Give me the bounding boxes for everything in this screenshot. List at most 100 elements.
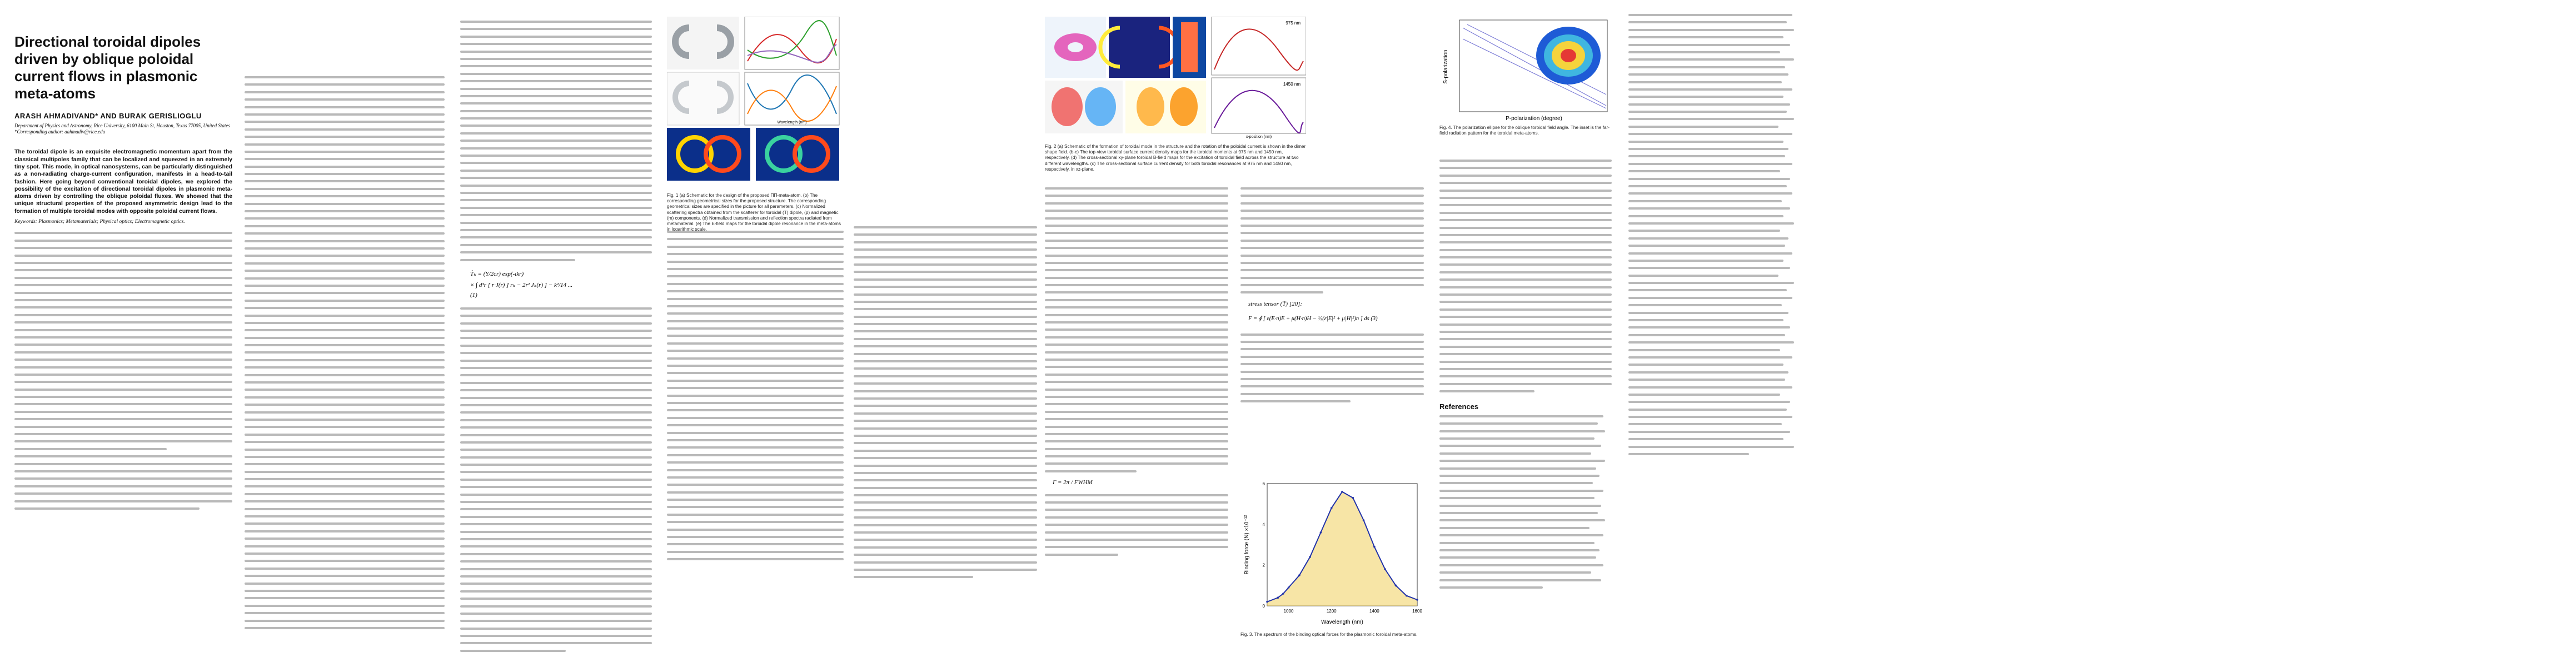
figure-1-panels: Wavelength (nm): [666, 16, 840, 181]
fig3-y-tick-label: 6: [1263, 481, 1265, 486]
affiliation: Department of Physics and Astronomy, Ric…: [14, 123, 230, 129]
fig1-xaxis-label: Wavelength (nm): [777, 121, 806, 125]
fig3-y-tick-label: 2: [1263, 563, 1265, 568]
body-text-col3-bottom: [460, 305, 652, 654]
figure-4: S-polarization P-polarization (degree) F…: [1439, 17, 1612, 145]
fig3-series-line: [1267, 491, 1418, 603]
column-4: [854, 222, 1037, 581]
figure-3-caption: Fig. 3. The spectrum of the binding opti…: [1240, 632, 1418, 637]
fig2-xaxis: x-position (nm): [1246, 135, 1272, 139]
equation-maxwell: F = ∮ [ ε(E·n)E + μ(H·n)H − ½(ε|E|² + μ|…: [1240, 312, 1424, 326]
fig3-area-fill: [1267, 491, 1417, 606]
fig3-data-point: [1309, 556, 1311, 558]
body-text-col3b: [667, 228, 844, 563]
fig2-panel-b: [1109, 17, 1170, 78]
fig4-line-2: [1462, 38, 1607, 109]
figure-2-caption: Fig. 2 (a) Schematic of the formation of…: [1045, 144, 1306, 172]
fig3-data-point: [1373, 545, 1376, 548]
fig3-data-point: [1416, 599, 1418, 601]
column-7: References: [1439, 156, 1612, 591]
fig4-ylabel: S-polarization: [1443, 49, 1449, 83]
column-2: [245, 72, 445, 631]
fig3-data-point: [1394, 584, 1397, 587]
corresponding-author: *Corresponding author: aahmadiv@rice.edu: [14, 129, 106, 135]
equation-1-graphic: T̂ₖ = (Y/2cr) exp(-ikr) × ∫ d³r [ r·J(r)…: [470, 270, 572, 298]
equation-maxwell-graphic: F = ∮ [ ε(E·n)E + μ(H·n)H − ½(ε|E|² + μ|…: [1248, 316, 1378, 322]
fig3-data-point: [1384, 568, 1386, 570]
figure-3: Binding force (N) ×10⁻¹² Wavelength (nm)…: [1240, 478, 1424, 661]
fig2-e-lobe-1: [1137, 87, 1164, 126]
body-text-col6: [1240, 185, 1424, 296]
fig1-hotspot-4: [793, 135, 830, 173]
fig1-dim-ring-1: [672, 81, 690, 114]
equation-fwhm: Γ = 2π / FWHM: [1053, 479, 1093, 486]
body-text-col5-bottom: [1045, 491, 1228, 559]
body-text-col4: [854, 223, 1037, 581]
column-5: Γ = 2π / FWHM: [1045, 183, 1228, 558]
fig3-x-tick-label: 1400: [1369, 609, 1379, 614]
body-text-col6-b: [1240, 331, 1424, 405]
equation-maxwell-label: stress tensor (T̄) [20]:: [1248, 300, 1303, 307]
svg-text:T̂ₖ = (Y/2cr) exp(-ikr): T̂ₖ = (Y/2cr) exp(-ikr): [470, 270, 524, 277]
fig1-hotspot-3: [765, 135, 803, 173]
fig4-inset-pattern-core: [1561, 49, 1576, 62]
body-text-col3-top: [460, 18, 652, 263]
column-3b: [667, 222, 844, 563]
fig3-y-tick-label: 0: [1263, 604, 1265, 609]
figure-1-caption: Fig. 1 (a) Schematic for the design of t…: [667, 193, 841, 232]
figure-4-chart: S-polarization P-polarization (degree): [1443, 19, 1608, 122]
fig1-panel-a-bg: [667, 17, 739, 69]
fig1-ring-2: [716, 24, 734, 59]
column-6: stress tensor (T̄) [20]: F = ∮ [ ε(E·n)E…: [1240, 183, 1424, 405]
fig2-b-lobe-2: [1085, 87, 1116, 126]
svg-text:× ∫ d³r [ r·J(r) ] rₖ − 2r² Jₖ: × ∫ d³r [ r·J(r) ] rₖ − 2r² Jₖ(r) ] − k²…: [470, 282, 572, 288]
body-text-col7: [1439, 157, 1612, 395]
fig3-data-point: [1266, 600, 1268, 603]
fig1-curve-electric: [747, 20, 837, 59]
fig3-x-tick-label: 1600: [1412, 609, 1422, 614]
figure-2: 975 nm 1450 nm x-position (nm) Fig. 2 (a…: [1045, 16, 1307, 178]
fig3-data-point: [1405, 594, 1408, 597]
figure-1: Wavelength (nm) Fig. 1 (a) Schematic for…: [666, 16, 844, 528]
fig1-field-map-1: [667, 128, 750, 181]
fig3-data-point: [1287, 586, 1290, 589]
fig2-curve-975: [1214, 28, 1304, 71]
references-col8: [1628, 11, 1801, 457]
fig3-y-tick-label: 4: [1263, 522, 1265, 527]
equation-1: T̂ₖ = (Y/2cr) exp(-ikr) × ∫ d³r [ r·J(r)…: [460, 268, 652, 300]
fig3-data-point: [1319, 531, 1322, 534]
fig3-data-point: [1298, 574, 1301, 576]
fig4-xlabel: P-polarization (degree): [1506, 116, 1562, 122]
column-1: Directional toroidal dipoles driven by o…: [14, 33, 232, 512]
figure-3-chart: Binding force (N) ×10⁻¹² Wavelength (nm)…: [1244, 481, 1422, 625]
fig1-curve-magnetic: [747, 44, 837, 63]
svg-text:F = ∮ [ ε(E·n)E + μ(H·n)H − ½(: F = ∮ [ ε(E·n)E + μ(H·n)H − ½(ε|E|² + μ|…: [1248, 316, 1378, 322]
fig2-label-1450: 1450 nm: [1283, 82, 1301, 87]
fig3-ylabel: Binding force (N) ×10⁻¹²: [1244, 515, 1250, 574]
fig1-panel-b-bg: [666, 72, 740, 126]
fig3-xlabel: Wavelength (nm): [1321, 619, 1363, 625]
fig1-dim-ring-2: [716, 81, 734, 114]
fig3-x-tick-label: 1000: [1284, 609, 1294, 614]
figure-2-panels: 975 nm 1450 nm x-position (nm): [1045, 16, 1307, 139]
fig3-data-point: [1282, 593, 1284, 595]
fig1-curve-toroidal: [747, 34, 837, 64]
fig2-label-975: 975 nm: [1285, 21, 1301, 26]
fig2-curve-1450: [1214, 89, 1304, 134]
fig1-curve-reflection: [747, 86, 837, 122]
column-3: T̂ₖ = (Y/2cr) exp(-ikr) × ∫ d³r [ r·J(r)…: [460, 17, 652, 654]
fig2-b-lobe-1: [1052, 87, 1083, 126]
paper-title: Directional toroidal dipoles driven by o…: [14, 33, 201, 102]
fig2-torus-hole: [1068, 42, 1083, 52]
intro-text-block: [14, 229, 232, 512]
fig3-data-point: [1362, 519, 1365, 521]
fig4-line-1: [1462, 27, 1607, 106]
body-text-col2: [245, 73, 445, 631]
fig2-current-loop-1: [1098, 26, 1120, 69]
fig2-hot-bar: [1181, 22, 1198, 72]
fig3-data-point: [1341, 490, 1343, 493]
body-text-col5-top: [1045, 185, 1228, 475]
fig2-e-lobe-2: [1170, 87, 1198, 126]
fig3-data-point: [1352, 496, 1354, 499]
column-8: [1628, 11, 1801, 457]
